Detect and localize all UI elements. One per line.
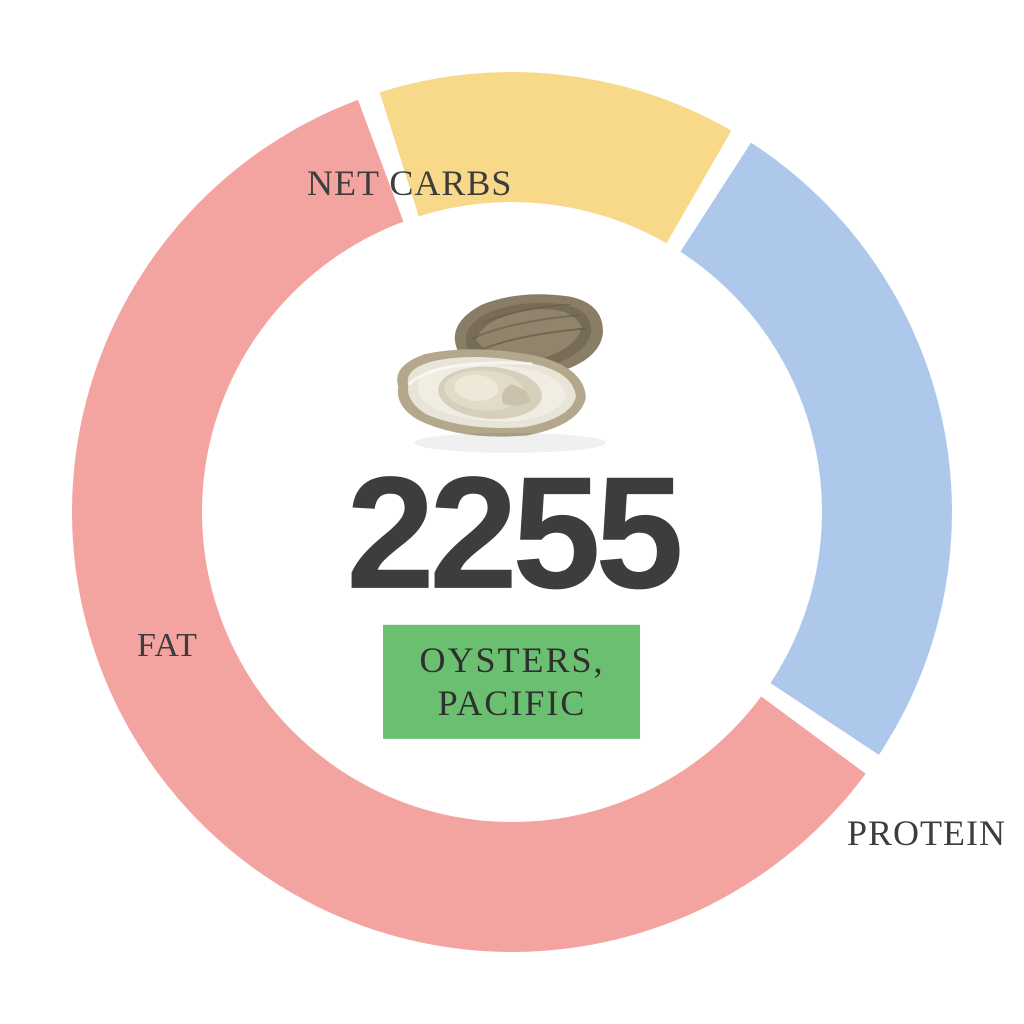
donut-segment-net_carbs [680, 143, 952, 755]
food-illustration-oysters [372, 285, 652, 455]
nutrition-donut-chart: 2255 OYSTERS, PACIFIC NET CARBS FAT PROT… [72, 72, 952, 952]
food-name-text: OYSTERS, PACIFIC [419, 639, 604, 725]
label-net-carbs: NET CARBS [307, 162, 512, 204]
food-name-badge: OYSTERS, PACIFIC [383, 625, 640, 739]
nutrition-score: 2255 [346, 453, 678, 613]
donut-segment-fat [380, 72, 732, 243]
label-protein: PROTEIN [847, 812, 1006, 854]
chart-center: 2255 OYSTERS, PACIFIC [346, 285, 678, 739]
label-fat: FAT [137, 627, 198, 665]
